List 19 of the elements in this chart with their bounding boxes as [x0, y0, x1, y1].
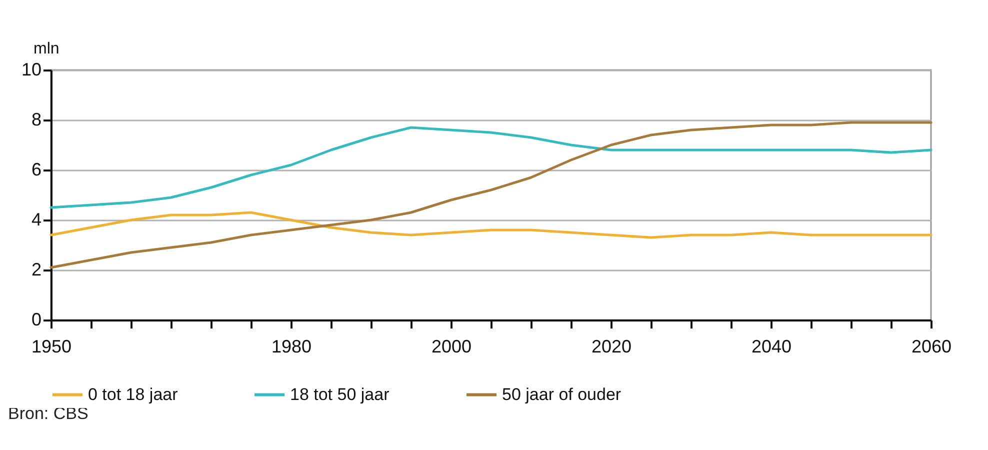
x-tick-label: 2020	[591, 336, 632, 356]
x-tick-label: 1950	[31, 336, 72, 356]
legend-label: 18 tot 50 jaar	[290, 384, 390, 404]
y-axis-title: mln	[34, 40, 60, 58]
y-tick-label: 2	[31, 260, 42, 280]
line-series	[50, 126, 932, 209]
line-series	[50, 211, 932, 239]
y-tick-label: 4	[31, 210, 42, 230]
y-tick-label: 0	[31, 310, 42, 330]
y-tick-label: 10	[21, 60, 42, 80]
x-tick-label: 2060	[911, 336, 952, 356]
y-tick-label: 8	[31, 110, 42, 130]
legend-label: 0 tot 18 jaar	[88, 384, 178, 404]
legend-label: 50 jaar of ouder	[502, 384, 622, 404]
x-tick-label: 1980	[271, 336, 312, 356]
y-tick-label: 6	[31, 160, 42, 180]
line-series	[50, 121, 932, 269]
x-tick-label: 2040	[751, 336, 792, 356]
x-tick-label: 2000	[431, 336, 472, 356]
